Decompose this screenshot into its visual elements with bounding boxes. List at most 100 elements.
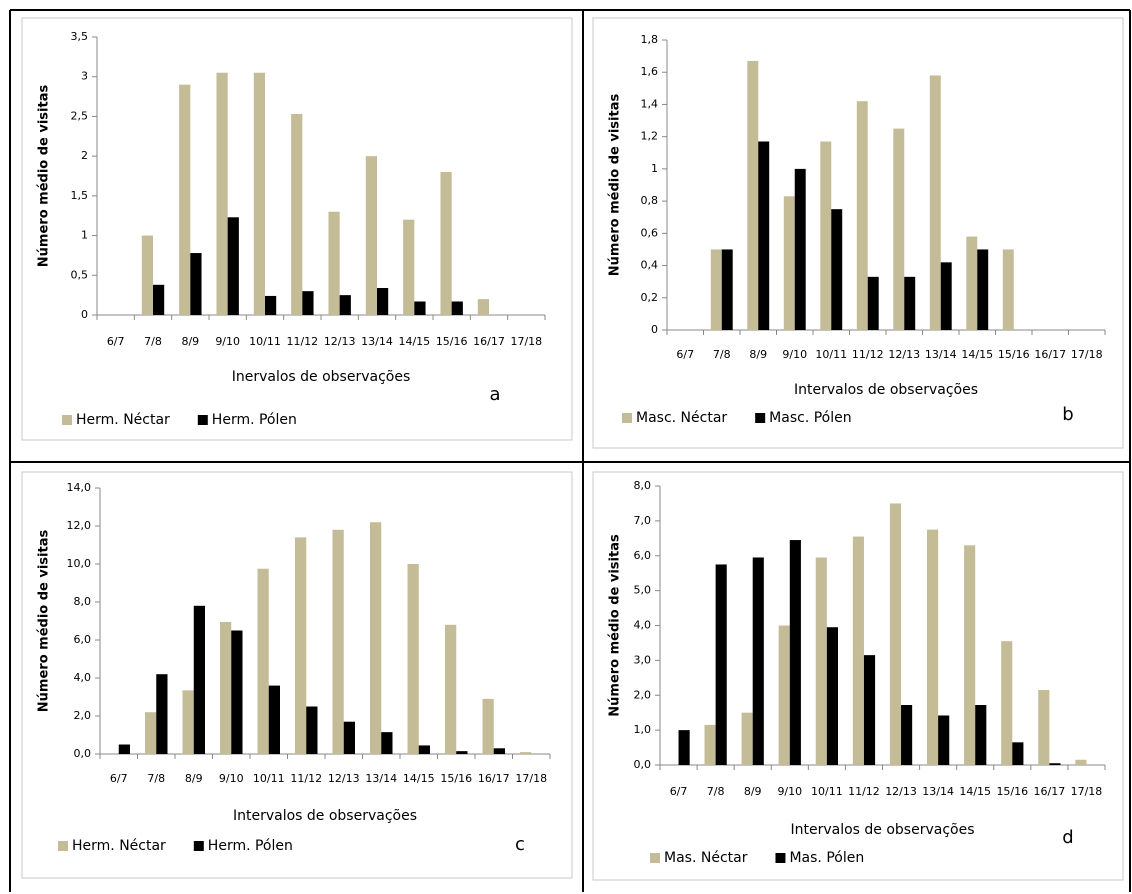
y-tick-label: 3,5 [71,30,89,43]
x-axis-title: Intervalos de observações [790,822,974,838]
x-tick-label: 10/11 [811,785,843,798]
y-tick-label: 1,4 [641,97,659,110]
legend-label: Herm. Néctar [76,412,170,428]
y-tick-label: 2,0 [634,688,652,701]
bar [365,156,377,315]
bar [852,536,864,765]
x-tick-label: 9/10 [215,335,240,348]
bar [328,211,340,315]
x-tick-label: 16/17 [478,772,510,785]
bar [856,101,868,330]
x-tick-label: 12/13 [888,348,920,361]
y-tick-label: 2 [81,149,88,162]
bar [381,732,393,754]
x-tick-label: 10/11 [815,348,847,361]
legend-label: Mas. Néctar [664,850,748,866]
bar [520,752,532,754]
x-tick-label: 15/16 [998,348,1030,361]
bar [156,674,168,754]
y-tick-label: 0,6 [641,226,659,239]
bar [339,295,351,315]
x-tick-label: 15/16 [440,772,472,785]
x-tick-label: 11/12 [286,335,318,348]
bar [966,236,978,330]
x-tick-label: 12/13 [885,785,917,798]
x-tick-label: 7/8 [707,785,725,798]
x-tick-label: 10/11 [249,335,281,348]
x-tick-label: 14/15 [961,348,993,361]
x-tick-label: 8/9 [181,335,199,348]
legend-swatch [622,413,632,423]
x-tick-label: 15/16 [996,785,1028,798]
bar [758,141,770,330]
x-tick-label: 7/8 [147,772,165,785]
bar [231,630,243,754]
x-tick-label: 14/15 [403,772,435,785]
bar [721,249,733,330]
bar [889,503,902,765]
x-tick-label: 13/14 [365,772,397,785]
y-axis-title: Número médio de visitas [37,530,52,713]
legend-label: Herm. Pólen [208,838,293,854]
legend-label: Masc. Pólen [769,410,851,426]
y-tick-label: 0,0 [634,758,652,771]
bar [493,748,505,754]
y-tick-label: 14,0 [67,481,92,494]
panel-letter: d [1062,827,1073,848]
bar [863,655,876,765]
y-axis-title: Número médio de visitas [37,85,52,268]
x-tick-label: 8/9 [749,348,767,361]
y-tick-label: 2,0 [74,709,92,722]
bar [343,721,355,754]
y-tick-label: 0 [651,323,658,336]
x-tick-label: 11/12 [290,772,322,785]
y-tick-label: 1,8 [641,33,659,46]
x-tick-label: 9/10 [219,772,244,785]
y-tick-label: 0 [81,308,88,321]
x-tick-label: 12/13 [324,335,356,348]
y-axis-title: Número médio de visitas [608,534,623,717]
y-tick-label: 12,0 [67,519,92,532]
y-tick-label: 2,5 [71,109,89,122]
bar [179,84,191,316]
y-tick-label: 8,0 [74,595,92,608]
x-tick-label: 6/7 [676,348,694,361]
y-tick-label: 4,0 [74,671,92,684]
bar [220,621,232,754]
legend-swatch [193,841,204,851]
bar [253,72,265,315]
bar [704,724,716,765]
legend-label: Herm. Néctar [72,838,166,854]
panel-letter: a [489,384,500,405]
y-tick-label: 8,0 [634,479,652,492]
bar [407,564,419,754]
y-tick-label: 6,0 [634,549,652,562]
x-tick-label: 16/17 [473,335,505,348]
bar [741,712,753,765]
bar [1038,690,1050,765]
bar [752,557,764,765]
bar [445,624,457,754]
bar [141,235,153,315]
bar [826,627,838,765]
x-tick-label: 13/14 [361,335,393,348]
bar [964,545,976,765]
bar [747,60,759,330]
bar [153,284,165,315]
bar [893,128,905,330]
bar [820,141,832,330]
y-tick-label: 0,0 [74,747,92,760]
bar [678,730,690,765]
bar [257,568,269,754]
x-tick-label: 7/8 [144,335,162,348]
y-tick-label: 0,5 [71,268,89,281]
x-axis-title: Intervalos de observações [233,808,417,824]
x-tick-label: 15/16 [436,335,468,348]
bar [938,715,950,765]
x-tick-label: 9/10 [777,785,802,798]
panel-letter: c [515,834,525,855]
bar [302,291,314,315]
bar [794,168,806,330]
bar [940,262,952,330]
